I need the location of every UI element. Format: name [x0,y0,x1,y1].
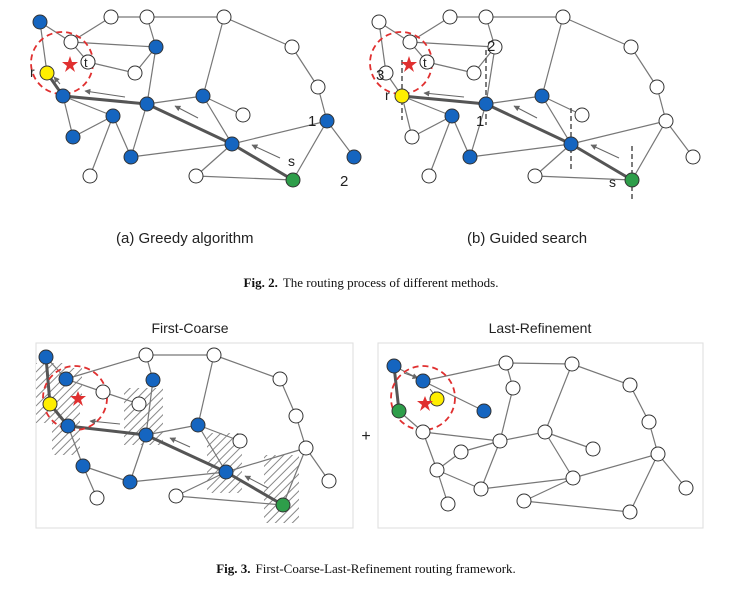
fig2a-caption: (a) Greedy algorithm [116,230,254,247]
fig3-plus: + [361,428,370,445]
fig3-caption-bold: Fig. 3. [216,561,250,576]
fig3-right-graph [386,355,694,520]
fig3-left-title: First-Coarse [151,320,228,336]
fig2-caption-text: The routing process of different methods… [283,275,499,290]
fig2b-partition-lines [401,50,633,202]
fig2a-target-star [62,56,78,72]
fig2b-label-r: r [385,87,390,103]
fig3-left-graph [36,347,337,523]
fig2b-label-2: 2 [487,38,495,55]
fig3-caption: Fig. 3. First-Coarse-Last-Refinement rout… [216,561,516,576]
fig2-panel-b-graph: t r s 1 2 3 [369,9,701,202]
fig3-left-hatch-regions [36,363,299,523]
fig2a-label-2: 2 [340,173,348,190]
fig3-right-target-star [417,396,433,411]
fig2-caption: Fig. 2. The routing process of different … [244,275,499,290]
fig2a-path [45,72,294,182]
fig2b-label-3: 3 [376,67,384,84]
fig3-right-title: Last-Refinement [489,320,592,336]
fig2b-label-t: t [423,55,427,70]
fig2b-label-s: s [609,174,616,190]
fig2b-label-1: 1 [476,113,484,130]
fig2-caption-bold: Fig. 2. [244,275,278,290]
fig2-panel-a-graph: t r s 1 2 [30,9,362,190]
fig2a-label-1: 1 [308,113,316,130]
fig2a-label-r: r [30,64,35,80]
fig2a-label-t: t [84,55,88,70]
fig3-left-target-star [70,391,86,406]
fig2a-arrows [53,76,281,159]
fig3-caption-text: First-Coarse-Last-Refinement routing fra… [256,561,516,576]
fig2b-caption: (b) Guided search [467,230,587,247]
fig3-right-frame [377,342,704,529]
fig2a-label-s: s [288,153,295,169]
fig3-left-frame [35,342,354,529]
